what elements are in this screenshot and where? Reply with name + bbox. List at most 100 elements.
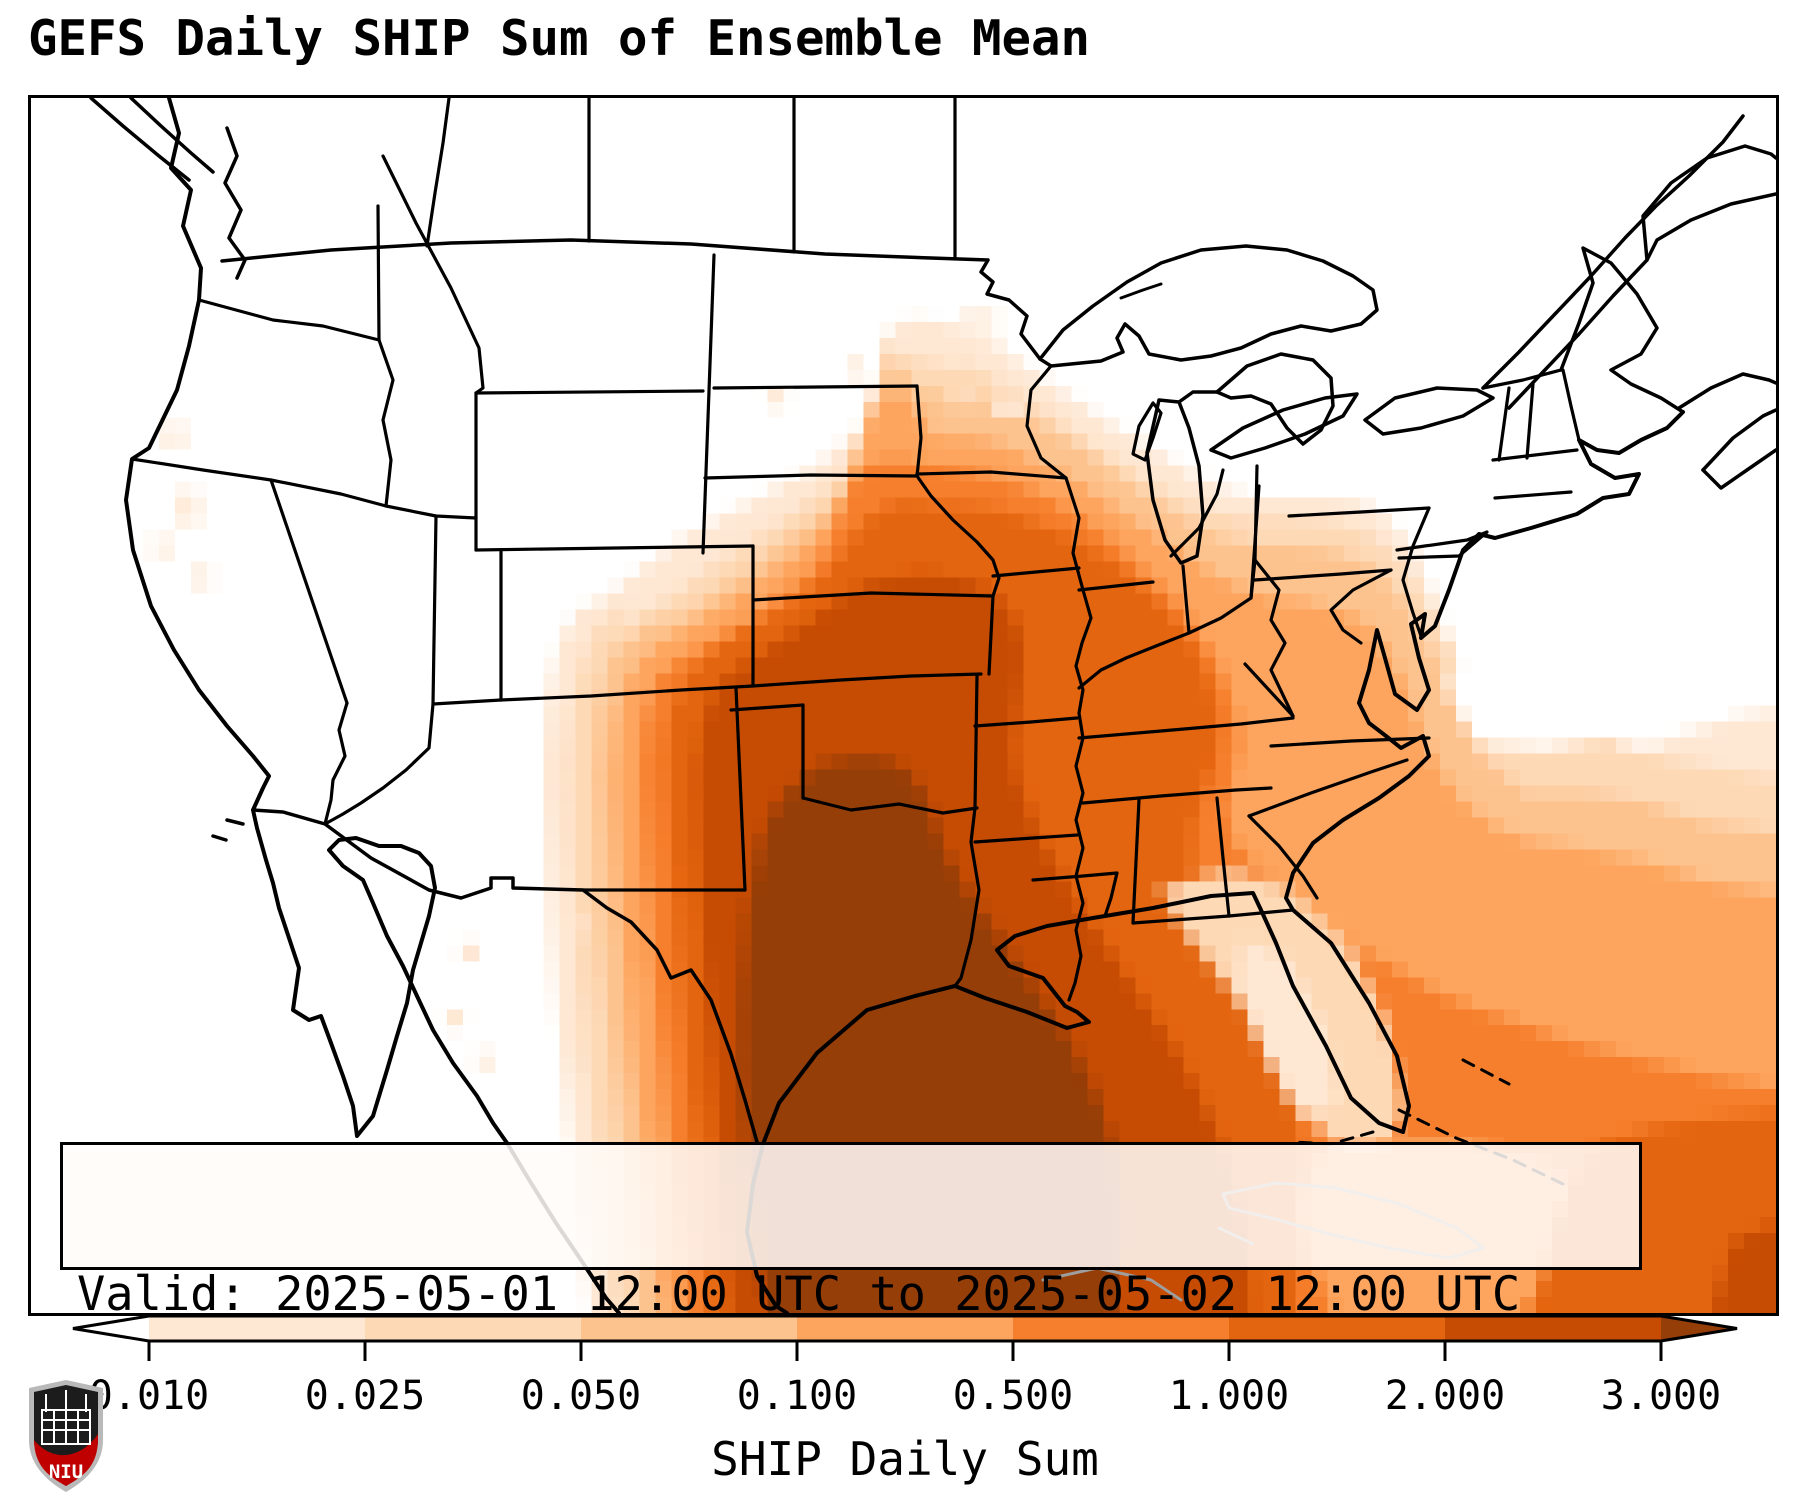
logo-text: NIU [49, 1461, 83, 1483]
colorbar-segment [149, 1316, 366, 1341]
us-mexico-border [251, 808, 759, 1144]
isle-royale [1119, 282, 1163, 300]
sd-mn-border [915, 384, 923, 478]
heatmap-canvas [31, 98, 1776, 1313]
ca-nv-border [269, 478, 349, 705]
mn-ia-border [915, 470, 1068, 480]
parallel-37n [499, 672, 983, 702]
oh-pa-border [1253, 464, 1259, 562]
puget-sound [223, 126, 247, 280]
va-nc-border [1269, 736, 1431, 748]
colorbar-segment [365, 1316, 582, 1341]
ky-va-border [1243, 662, 1295, 718]
mt-nd-wy-east-border [701, 253, 716, 555]
vancouver-strait [129, 98, 215, 174]
nm-tx-border [734, 686, 747, 892]
atlantic-gulf-coastline [745, 410, 1685, 1313]
vt-nh-border [1525, 382, 1535, 460]
ga-fl-border [1227, 908, 1295, 918]
ne-ks-border [751, 591, 995, 602]
tn-south-border [1081, 786, 1273, 805]
ky-tn-border [1077, 716, 1295, 740]
ar-la-border [973, 833, 1079, 844]
colorbar-tick-label: 1.000 [1169, 1373, 1289, 1419]
wa-or-border [197, 298, 381, 342]
al-ms-border [1131, 798, 1141, 925]
colorbar-tick-label: 0.100 [737, 1373, 857, 1419]
ca-az-colorado-river [323, 701, 349, 826]
id-mt-border [381, 154, 485, 395]
ohio-river-border [1077, 558, 1257, 690]
tx-east-border [953, 806, 981, 988]
st-lawrence-north-gaspe [1507, 144, 1776, 410]
colorbar-tick-label: 0.500 [953, 1373, 1073, 1419]
map-area: Valid: 2025-05-01 12:00 UTC to 2025-05-0… [28, 95, 1779, 1316]
us-canada-border [220, 238, 1042, 361]
red-river-border [801, 796, 979, 815]
nv-ut-border [431, 514, 438, 706]
vancouver-island [89, 98, 191, 182]
id-west-border [377, 338, 395, 508]
potomac-border [1329, 568, 1393, 645]
bc-ab-border [425, 98, 451, 248]
wi-il-border [1077, 580, 1155, 592]
bahamas-chain [1461, 1058, 1511, 1086]
nv-az-border [323, 702, 435, 826]
lake-erie [1209, 392, 1359, 460]
colorbar-tick-label: 0.025 [305, 1373, 425, 1419]
ga-al-border [1215, 796, 1231, 918]
ok-panhandle-south [729, 703, 805, 712]
colorbar-segment [1013, 1316, 1230, 1341]
colorbar-under-arrow [73, 1316, 149, 1341]
parallel-45n-border [1481, 368, 1563, 390]
page-title: GEFS Daily SHIP Sum of Ensemble Mean [28, 10, 1091, 67]
mo-ar-border [973, 716, 1079, 728]
missouri-river-border [915, 474, 1001, 598]
nova-scotia [1701, 408, 1776, 472]
lake-superior [1038, 244, 1379, 368]
colorbar-tick-label: 0.010 [89, 1373, 209, 1419]
colorbar: 0.010 0.025 0.050 0.100 0.500 1.000 2.000 3.000 [72, 1314, 1738, 1419]
colorbar-tick-label: 2.000 [1385, 1373, 1505, 1419]
gaspe-south-shore [1645, 192, 1776, 262]
lake-michigan [1145, 398, 1205, 565]
ma-north-border [1491, 448, 1579, 462]
ma-ct-border [1493, 490, 1573, 500]
ks-mo-border [987, 594, 995, 676]
colorbar-segment [1445, 1316, 1662, 1341]
colorbar-tick-label: 3.000 [1601, 1373, 1721, 1419]
pacific-baja-mexico-coastline [124, 98, 621, 1313]
mackinac-link [1177, 390, 1219, 404]
colorbar-over-arrow [1661, 1316, 1737, 1341]
ny-pa-border [1287, 506, 1431, 518]
logo-shield-red-band [34, 1434, 98, 1486]
map-borders [89, 98, 1776, 1313]
nh-me-border [1561, 368, 1581, 442]
il-in-border [1181, 564, 1191, 635]
channel-island [225, 818, 245, 826]
ia-mo-border [991, 566, 1081, 578]
maine-border-coast [1559, 246, 1685, 414]
yucatan-coast [1041, 1266, 1183, 1302]
niu-logo: NIU [29, 1380, 103, 1492]
mi-south-border [1169, 468, 1225, 558]
nd-sd-border [712, 384, 919, 390]
vt-ny-border [1497, 386, 1511, 462]
wy-mt-border [474, 389, 705, 395]
channel-island [211, 834, 228, 842]
lake-ontario [1363, 386, 1495, 436]
bay-of-fundy [1677, 372, 1776, 410]
al-fl-border [1131, 914, 1231, 925]
parallel-42n [130, 457, 478, 520]
long-island [1395, 530, 1489, 560]
ok-ar-border [973, 674, 979, 810]
green-bay [1131, 401, 1163, 462]
sc-ga-border [1247, 814, 1319, 900]
colorbar-segment [581, 1316, 798, 1341]
colorbar-segment [797, 1316, 1014, 1341]
pa-md-border [1253, 568, 1393, 582]
lake-huron [1215, 352, 1335, 446]
wv-va-border [1253, 558, 1295, 718]
colorbar-axis-label: SHIP Daily Sum [711, 1432, 1099, 1486]
